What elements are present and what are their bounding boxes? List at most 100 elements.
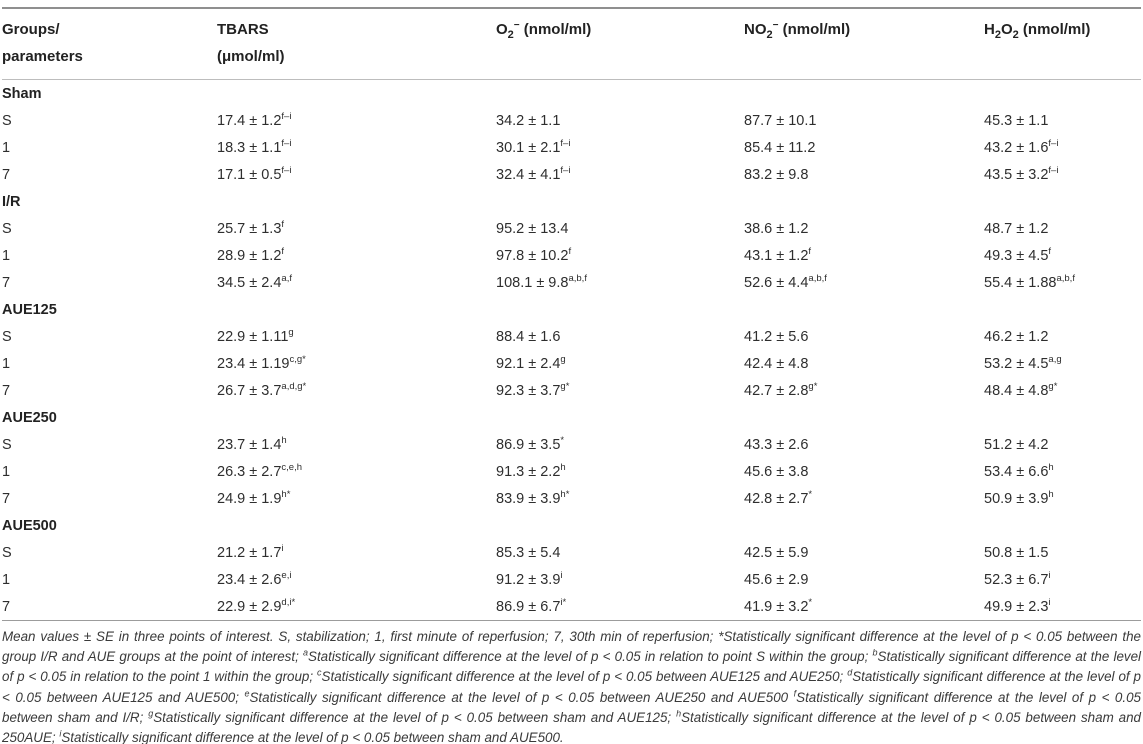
value-cell: 86.9 ± 3.5*	[496, 434, 565, 453]
group-label: Sham	[2, 85, 42, 102]
group-label: AUE125	[2, 301, 57, 318]
significance-superscript: h	[281, 434, 287, 446]
significance-superscript: *	[808, 596, 813, 608]
group-row: I/R	[2, 188, 1141, 215]
value-cell: 17.4 ± 1.2f–i	[217, 110, 292, 129]
row-label: S	[2, 544, 12, 561]
significance-superscript: f	[808, 245, 812, 257]
value-cell: 42.5 ± 5.9	[744, 544, 809, 561]
significance-superscript: a,g	[1048, 353, 1062, 365]
value-cell: 86.9 ± 6.7i*	[496, 596, 567, 615]
value-cell: 52.3 ± 6.7i	[984, 569, 1051, 588]
value-cell: 53.2 ± 4.5a,g	[984, 353, 1062, 372]
value-cell: 43.5 ± 3.2f–i	[984, 164, 1059, 183]
significance-superscript: a,b,f	[808, 272, 827, 284]
significance-superscript: c,e,h	[281, 461, 303, 473]
column-header-line: (μmol/ml)	[217, 48, 285, 65]
significance-superscript: i	[281, 542, 284, 554]
significance-superscript: f	[568, 245, 572, 257]
value-cell: 38.6 ± 1.2	[744, 220, 809, 237]
significance-superscript: c,g*	[289, 353, 306, 365]
paper-table-figure: Groups/parameters TBARS (μmol/ml) O2− (nmol…	[2, 7, 1141, 744]
value-cell: 91.3 ± 2.2h	[496, 461, 566, 480]
significance-superscript: g*	[808, 380, 818, 392]
value-cell: 91.2 ± 3.9i	[496, 569, 563, 588]
table-body: Sham S 17.4 ± 1.2f–i 34.2 ± 1.1 87.7 ± 10.1 4…	[2, 80, 1141, 621]
significance-superscript: g*	[560, 380, 570, 392]
value-cell: 45.6 ± 3.8	[744, 463, 809, 480]
value-cell: 43.3 ± 2.6	[744, 436, 809, 453]
value-cell: 97.8 ± 10.2f	[496, 245, 572, 264]
value-cell: 55.4 ± 1.88a,b,f	[984, 272, 1075, 291]
table-row: S 25.7 ± 1.3f 95.2 ± 13.4 38.6 ± 1.2 48.7 ± …	[2, 215, 1141, 242]
value-cell: 28.9 ± 1.2f	[217, 245, 285, 264]
value-cell: 42.8 ± 2.7*	[744, 488, 813, 507]
significance-superscript: a,b,f	[1056, 272, 1075, 284]
group-row: Sham	[2, 80, 1141, 108]
table-row: 7 34.5 ± 2.4a,f 108.1 ± 9.8a,b,f 52.6 ± 4.4…	[2, 269, 1141, 296]
significance-superscript: g	[560, 353, 566, 365]
table-row: 7 17.1 ± 0.5f–i 32.4 ± 4.1f–i 83.2 ± 9.8 43.…	[2, 161, 1141, 188]
table-row: 1 18.3 ± 1.1f–i 30.1 ± 2.1f–i 85.4 ± 11.2 43…	[2, 134, 1141, 161]
significance-superscript: f–i	[560, 164, 571, 176]
row-label: 7	[2, 166, 11, 183]
value-cell: 26.3 ± 2.7c,e,h	[217, 461, 303, 480]
row-label: 1	[2, 571, 11, 588]
table-row: 1 28.9 ± 1.2f 97.8 ± 10.2f 43.1 ± 1.2f 49.3 …	[2, 242, 1141, 269]
value-cell: 22.9 ± 1.11g	[217, 326, 294, 345]
value-cell: 42.7 ± 2.8g*	[744, 380, 818, 399]
value-cell: 43.2 ± 1.6f–i	[984, 137, 1059, 156]
value-cell: 46.2 ± 1.2	[984, 328, 1049, 345]
significance-superscript: d,i*	[281, 596, 296, 608]
value-cell: 45.3 ± 1.1	[984, 112, 1049, 129]
value-cell: 88.4 ± 1.6	[496, 328, 561, 345]
value-cell: 85.3 ± 5.4	[496, 544, 561, 561]
significance-superscript: h	[560, 461, 566, 473]
group-label: AUE250	[2, 409, 57, 426]
significance-superscript: h*	[560, 488, 570, 500]
value-cell: 83.9 ± 3.9h*	[496, 488, 570, 507]
value-cell: 95.2 ± 13.4	[496, 220, 569, 237]
value-cell: 48.7 ± 1.2	[984, 220, 1049, 237]
table-row: 7 26.7 ± 3.7a,d,g* 92.3 ± 3.7g* 42.7 ± 2.8g…	[2, 377, 1141, 404]
value-cell: 32.4 ± 4.1f–i	[496, 164, 571, 183]
value-cell: 43.1 ± 1.2f	[744, 245, 812, 264]
significance-superscript: f–i	[560, 137, 571, 149]
table-row: 7 24.9 ± 1.9h* 83.9 ± 3.9h* 42.8 ± 2.7* 50.9…	[2, 485, 1141, 512]
column-header-line: H2O2 (nmol/ml)	[984, 21, 1091, 41]
significance-superscript: h	[1048, 488, 1054, 500]
table-row: S 17.4 ± 1.2f–i 34.2 ± 1.1 87.7 ± 10.1 45.3 …	[2, 107, 1141, 134]
value-cell: 92.3 ± 3.7g*	[496, 380, 570, 399]
results-table: Groups/parameters TBARS (μmol/ml) O2− (nmol…	[2, 7, 1141, 621]
table-row: 1 26.3 ± 2.7c,e,h 91.3 ± 2.2h 45.6 ± 3.8 53.…	[2, 458, 1141, 485]
significance-superscript: a,d,g*	[281, 380, 307, 392]
table-row: 7 22.9 ± 2.9d,i* 86.9 ± 6.7i* 41.9 ± 3.2* 49…	[2, 593, 1141, 621]
column-header-line: TBARS	[217, 21, 269, 38]
column-header-superoxide: O2− (nmol/ml)	[496, 8, 744, 80]
value-cell: 49.9 ± 2.3i	[984, 596, 1051, 615]
value-cell: 23.7 ± 1.4h	[217, 434, 287, 453]
group-label: AUE500	[2, 517, 57, 534]
row-label: 1	[2, 463, 11, 480]
significance-superscript: i	[1048, 596, 1051, 608]
significance-superscript: h*	[281, 488, 291, 500]
value-cell: 23.4 ± 2.6e,i	[217, 569, 292, 588]
value-cell: 50.8 ± 1.5	[984, 544, 1049, 561]
value-cell: 87.7 ± 10.1	[744, 112, 817, 129]
value-cell: 85.4 ± 11.2	[744, 139, 816, 156]
header-row: Groups/parameters TBARS (μmol/ml) O2− (nmol…	[2, 8, 1141, 80]
significance-superscript: i	[1048, 569, 1051, 581]
significance-superscript: f	[281, 218, 285, 230]
value-cell: 21.2 ± 1.7i	[217, 542, 284, 561]
significance-superscript: f	[1048, 245, 1052, 257]
value-cell: 51.2 ± 4.2	[984, 436, 1049, 453]
value-cell: 108.1 ± 9.8a,b,f	[496, 272, 587, 291]
value-cell: 34.5 ± 2.4a,f	[217, 272, 292, 291]
row-label: 7	[2, 598, 11, 615]
significance-superscript: i*	[560, 596, 567, 608]
value-cell: 52.6 ± 4.4a,b,f	[744, 272, 827, 291]
significance-superscript: g*	[1048, 380, 1058, 392]
significance-superscript: g	[288, 326, 294, 338]
significance-superscript: f–i	[281, 164, 292, 176]
significance-superscript: e,i	[281, 569, 292, 581]
